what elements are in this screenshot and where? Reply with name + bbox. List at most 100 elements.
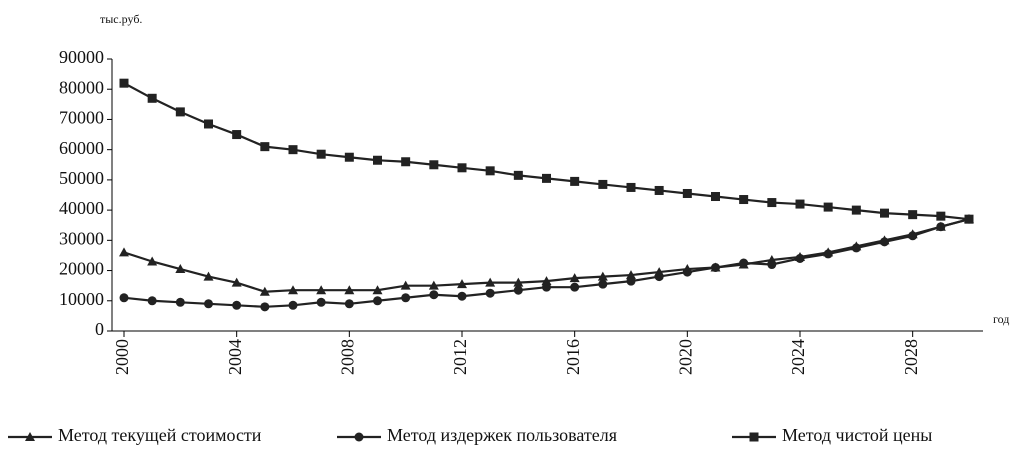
marker (739, 258, 749, 268)
y-tick-label: 40000 (59, 198, 104, 218)
marker (682, 267, 692, 277)
legend-label: Метод текущей стоимости (58, 425, 262, 445)
marker (711, 263, 720, 273)
marker (964, 214, 974, 224)
marker (119, 78, 129, 88)
marker (570, 282, 580, 292)
marker (767, 198, 777, 208)
marker (344, 285, 355, 295)
x-tick-label: 2028 (901, 339, 921, 375)
y-tick-label: 80000 (59, 77, 104, 97)
y-axis-label: тыс.руб. (100, 12, 142, 26)
marker (795, 199, 805, 209)
marker (626, 270, 636, 280)
marker (936, 211, 946, 221)
marker (908, 210, 918, 220)
marker (485, 277, 496, 287)
marker (429, 160, 439, 170)
marker (485, 288, 495, 298)
marker (119, 247, 129, 257)
marker (260, 302, 270, 312)
x-tick-label: 2000 (112, 339, 132, 375)
marker (344, 299, 354, 309)
marker (372, 285, 383, 295)
marker (147, 256, 158, 266)
marker (428, 280, 439, 290)
marker (851, 205, 861, 215)
marker (203, 271, 214, 281)
marker (457, 163, 467, 173)
marker (513, 285, 523, 295)
marker (429, 290, 439, 300)
marker (513, 277, 524, 287)
x-tick-label: 2024 (788, 339, 808, 375)
marker (401, 157, 411, 167)
series-line (123, 82, 970, 221)
marker (401, 293, 411, 303)
marker (542, 282, 551, 292)
legend-label: Метод издержек пользователя (387, 425, 617, 445)
marker (880, 208, 889, 218)
y-tick-label: 50000 (59, 168, 104, 188)
marker (795, 253, 805, 263)
legend-marker (25, 432, 35, 441)
marker (598, 179, 608, 189)
legend-marker (354, 432, 364, 442)
marker (541, 276, 552, 286)
y-tick-label: 30000 (59, 228, 104, 248)
x-tick-label: 2004 (225, 339, 245, 375)
marker (175, 297, 185, 307)
marker (711, 192, 720, 202)
marker (598, 279, 608, 289)
marker (908, 231, 918, 241)
marker (373, 155, 382, 165)
marker (654, 272, 664, 282)
marker (682, 188, 692, 198)
y-tick-label: 90000 (59, 47, 104, 67)
y-tick-label: 60000 (59, 138, 104, 158)
marker (288, 145, 298, 155)
marker (513, 170, 523, 180)
y-tick-label: 0 (95, 319, 104, 339)
marker (147, 93, 157, 103)
marker (204, 119, 213, 129)
marker (231, 277, 242, 287)
marker (147, 296, 157, 306)
marker (260, 142, 270, 152)
y-tick-label: 70000 (59, 108, 104, 128)
legend-item: Метод чистой цены (732, 425, 932, 445)
marker (316, 149, 326, 159)
marker (373, 296, 382, 306)
marker (344, 152, 354, 162)
y-tick-label: 20000 (59, 259, 104, 279)
marker (232, 300, 242, 310)
marker (316, 285, 327, 295)
legend-item: Метод текущей стоимости (8, 425, 262, 445)
x-tick-label: 2016 (563, 339, 583, 375)
series-line (123, 218, 970, 308)
x-tick-label: 2020 (675, 339, 695, 375)
marker (204, 299, 213, 309)
marker (880, 237, 889, 247)
marker (767, 260, 777, 270)
y-tick-label: 10000 (59, 289, 104, 309)
marker (936, 222, 946, 232)
marker (570, 176, 580, 186)
marker (626, 182, 636, 192)
marker (288, 285, 298, 295)
marker (739, 195, 749, 205)
marker (597, 271, 608, 281)
marker (288, 300, 298, 310)
marker (654, 185, 664, 195)
marker (232, 130, 242, 140)
marker (542, 173, 551, 183)
marker (569, 273, 580, 283)
marker (259, 286, 270, 296)
marker (316, 297, 326, 307)
x-tick-label: 2012 (450, 339, 470, 375)
marker (175, 107, 185, 117)
marker (485, 166, 495, 176)
x-tick-label: 2008 (337, 339, 357, 375)
marker (823, 249, 833, 259)
